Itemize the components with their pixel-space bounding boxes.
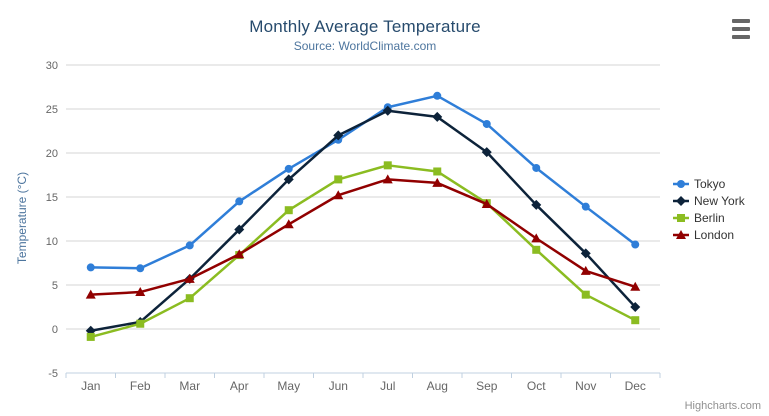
legend-label: Berlin [694,210,725,225]
highcharts-credits-link[interactable]: Highcharts.com [684,400,761,412]
circle-marker-icon[interactable] [86,263,95,272]
series-london [85,174,641,299]
triangle-marker-icon[interactable] [531,233,542,243]
legend-label: Tokyo [694,176,726,191]
square-marker-icon[interactable] [433,167,442,176]
y-tick-label: 25 [46,104,58,116]
y-tick-label: 15 [46,192,58,204]
y-tick-label: 0 [52,324,58,336]
legend-item-london[interactable]: London [673,226,745,243]
legend-item-berlin[interactable]: Berlin [673,209,745,226]
triangle-marker-icon[interactable] [481,199,492,209]
x-tick-label: Sep [476,379,498,393]
x-tick-label: Apr [230,379,249,393]
diamond-marker-icon[interactable] [234,224,245,235]
y-tick-label: -5 [48,368,58,380]
circle-marker-icon[interactable] [284,164,293,173]
circle-marker-icon [677,179,685,188]
triangle-marker-icon[interactable] [234,249,245,259]
square-marker-icon[interactable] [532,245,541,254]
legend-item-tokyo[interactable]: Tokyo [673,175,745,192]
triangle-marker-icon[interactable] [85,289,96,299]
diamond-marker-icon[interactable] [630,302,641,312]
legend: Tokyo New York Berlin London [673,175,745,243]
x-tick-label: Nov [575,379,596,393]
triangle-marker-icon[interactable] [135,287,146,297]
diamond-marker-icon[interactable] [283,174,294,185]
chart-context-menu-button[interactable] [732,19,756,39]
x-tick-label: Jul [380,379,395,393]
y-tick-label: 20 [46,148,58,160]
triangle-marker-icon[interactable] [333,190,344,200]
series-line [90,109,637,332]
y-axis-labels: -5 0 5 10 15 20 25 30 [46,60,58,380]
diamond-legend-marker-icon [673,195,689,206]
series-line [90,94,637,270]
series-line [90,178,636,296]
square-marker-icon[interactable] [631,316,640,325]
x-tick-label: Jun [329,379,348,393]
triangle-marker-icon[interactable] [184,273,195,283]
chart-title: Monthly Average Temperature [249,17,481,36]
series-line [90,164,636,339]
y-gridlines [66,64,660,374]
legend-label: New York [694,193,745,208]
legend-item-new-york[interactable]: New York [673,192,745,209]
x-tick-label: Jan [81,379,100,393]
x-tick-label: Mar [179,379,200,393]
series-tokyo [86,91,640,273]
square-legend-marker-icon [673,213,689,222]
circle-marker-icon[interactable] [532,163,541,172]
x-tick-label: Dec [625,379,646,393]
diamond-marker-icon[interactable] [382,105,393,116]
triangle-marker-icon[interactable] [580,265,591,275]
circle-legend-marker-icon [673,179,689,188]
hamburger-menu-icon [732,19,750,23]
x-tick-label: Feb [130,379,151,393]
circle-marker-icon[interactable] [631,240,640,249]
circle-marker-icon[interactable] [185,241,194,250]
square-marker-icon[interactable] [284,206,293,215]
square-marker-icon[interactable] [581,290,590,299]
hamburger-menu-icon [732,27,750,31]
circle-marker-icon[interactable] [433,91,442,100]
diamond-marker-icon[interactable] [531,199,542,210]
square-marker-icon[interactable] [185,294,194,303]
triangle-marker-icon[interactable] [283,219,294,229]
y-tick-label: 30 [46,60,58,72]
triangle-legend-marker-icon [673,229,689,239]
x-tick-label: May [277,379,300,393]
triangle-marker-icon[interactable] [630,281,641,291]
hamburger-menu-icon [732,35,750,39]
chart-subtitle: Source: WorldClimate.com [293,39,437,53]
x-axis: Jan Feb Mar Apr May Jun Jul Aug Sep Oct Nov Dec [65,372,661,393]
circle-marker-icon[interactable] [235,197,244,206]
square-marker-icon [677,213,685,222]
diamond-marker-icon [676,195,686,206]
x-tick-label: Aug [427,379,448,393]
x-tick-label: Oct [527,379,546,393]
circle-marker-icon[interactable] [136,264,145,273]
series-new-york [85,105,641,336]
square-marker-icon[interactable] [86,332,95,341]
square-marker-icon[interactable] [383,161,392,170]
diamond-marker-icon[interactable] [580,248,591,259]
y-tick-label: 10 [46,236,58,248]
circle-marker-icon[interactable] [581,202,590,211]
square-marker-icon[interactable] [136,319,145,328]
triangle-marker-icon [676,229,686,239]
circle-marker-icon[interactable] [482,119,491,128]
diamond-marker-icon[interactable] [481,147,492,158]
triangle-marker-icon[interactable] [432,177,443,187]
diamond-marker-icon[interactable] [333,130,344,141]
square-marker-icon[interactable] [334,175,343,184]
triangle-marker-icon[interactable] [382,174,393,184]
y-tick-label: 5 [52,280,58,292]
legend-label: London [694,227,735,242]
diamond-marker-icon[interactable] [432,111,443,122]
